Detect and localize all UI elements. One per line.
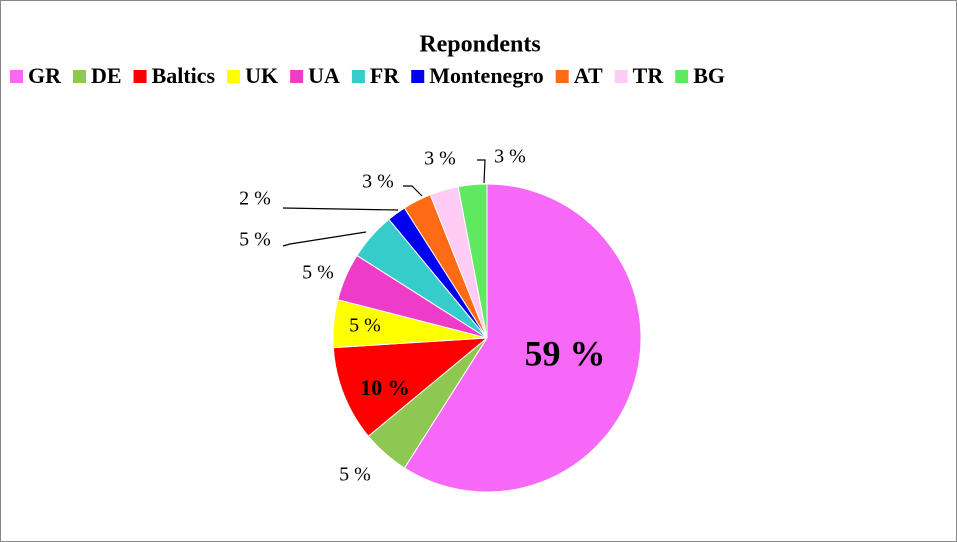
legend-swatch xyxy=(675,70,689,83)
chart-title: Repondents xyxy=(419,32,540,58)
leader-line xyxy=(477,159,486,184)
legend-swatch xyxy=(351,70,365,83)
pie-slice xyxy=(403,183,642,493)
legend-swatch xyxy=(555,70,569,83)
data-label: 2 % xyxy=(239,188,271,210)
data-label: 3 % xyxy=(494,146,526,168)
leader-line xyxy=(282,207,399,211)
legend-label: TR xyxy=(633,63,665,88)
legend-swatch xyxy=(290,70,304,83)
leader-line xyxy=(282,231,367,247)
legend-swatch xyxy=(614,70,628,83)
data-label: 3 % xyxy=(424,148,456,170)
legend-swatch xyxy=(10,70,23,83)
data-label: 5 % xyxy=(349,315,381,337)
data-label: 3 % xyxy=(362,171,394,193)
legend-swatch xyxy=(411,70,425,83)
legend-label: Montenegro xyxy=(429,63,543,88)
legend-label: Baltics xyxy=(152,63,216,88)
legend-swatch xyxy=(133,70,147,83)
legend-label: AT xyxy=(574,63,603,88)
pie-slice xyxy=(457,183,488,339)
legend-label: GR xyxy=(28,63,62,88)
legend-label: DE xyxy=(91,63,122,88)
legend-swatch xyxy=(73,70,86,83)
legend-label: BG xyxy=(693,63,725,88)
legend-label: FR xyxy=(370,63,400,88)
data-label: 5 % xyxy=(339,464,371,486)
data-label: 10 % xyxy=(360,375,410,400)
legend-label: UA xyxy=(308,63,340,88)
legend-swatch xyxy=(227,70,241,83)
pie-slice xyxy=(332,337,489,437)
legend-label: UK xyxy=(245,63,278,88)
data-label: 5 % xyxy=(302,262,334,284)
data-label: 59 % xyxy=(525,333,606,373)
data-label: 5 % xyxy=(239,229,271,251)
leader-line xyxy=(403,185,423,197)
